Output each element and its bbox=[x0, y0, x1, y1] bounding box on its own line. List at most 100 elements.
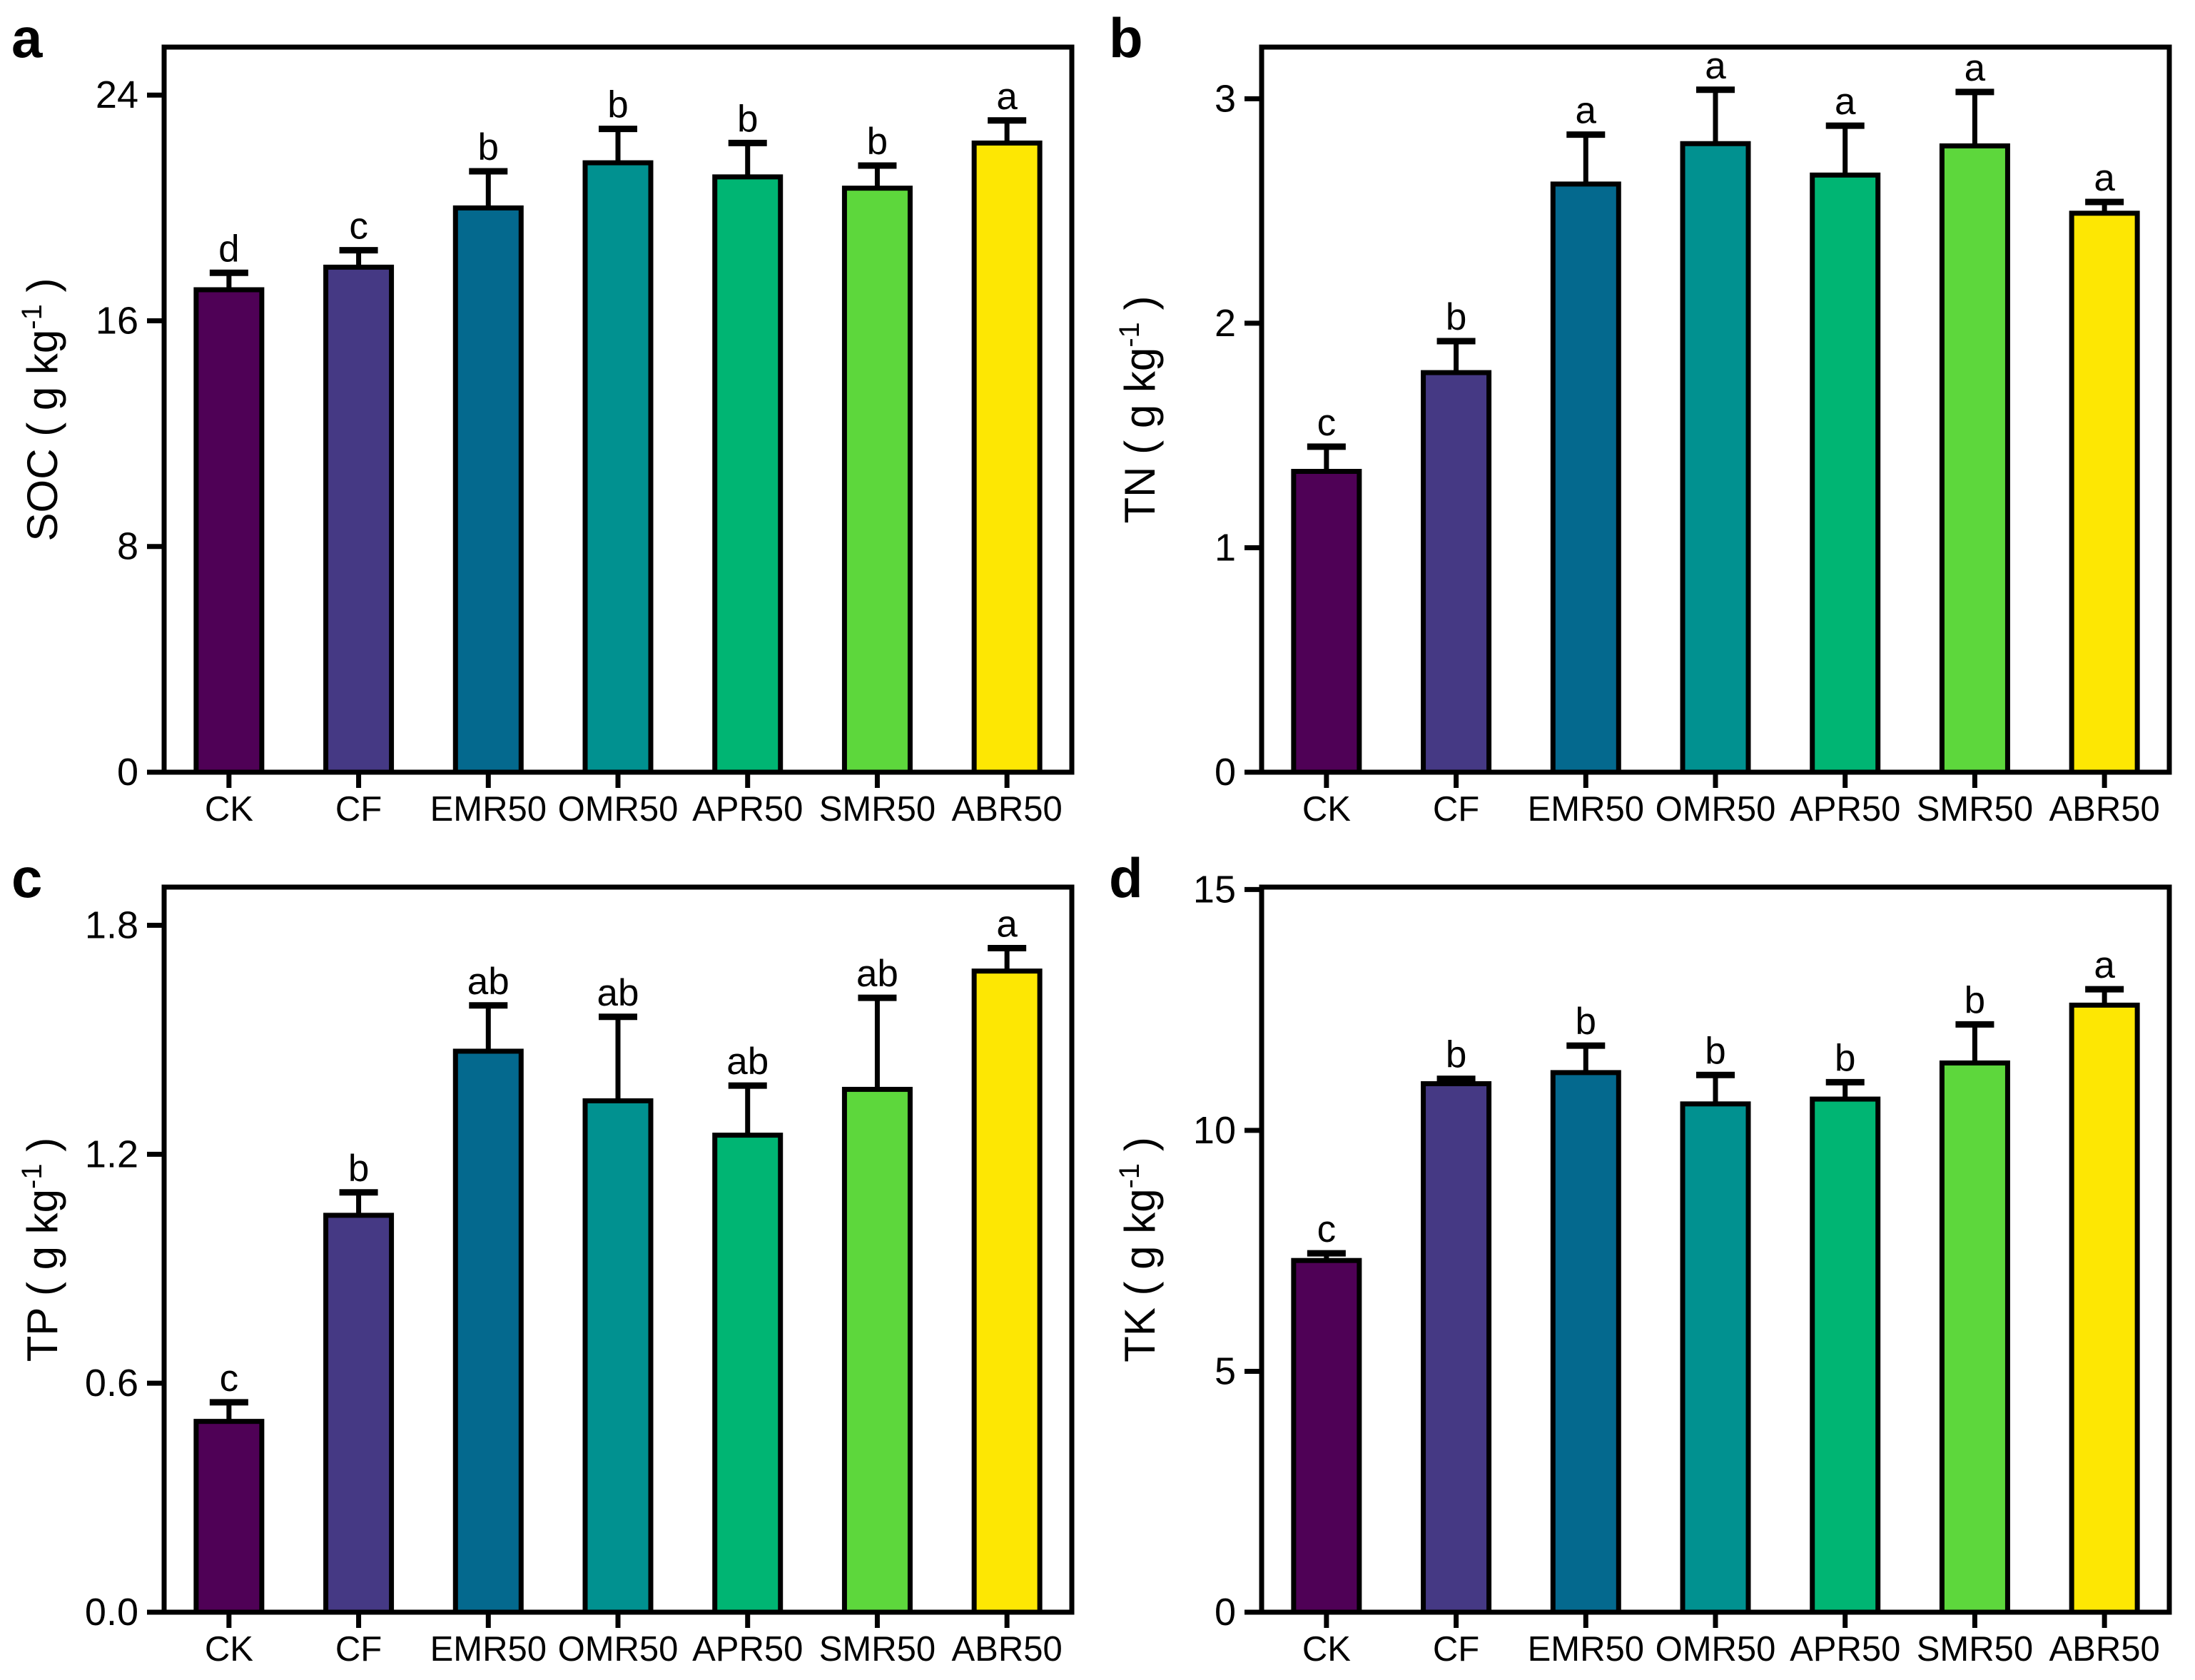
significance-letter: a bbox=[996, 76, 1018, 118]
significance-letter: b bbox=[1576, 1001, 1596, 1043]
x-category-label: CK bbox=[205, 1630, 253, 1669]
y-tick-label: 2 bbox=[1215, 302, 1236, 345]
plot-frame bbox=[1259, 44, 2172, 775]
panel-d-letter: d bbox=[1109, 846, 1143, 909]
x-category-label: CK bbox=[1302, 1630, 1351, 1669]
y-tick-label: 16 bbox=[96, 299, 138, 342]
bar-CK bbox=[193, 287, 265, 775]
significance-letter: a bbox=[996, 904, 1018, 946]
bar-OMR50 bbox=[582, 160, 654, 775]
x-category-label: EMR50 bbox=[1528, 790, 1644, 829]
y-tick-label: 8 bbox=[117, 525, 138, 568]
significance-letter: b bbox=[737, 98, 758, 140]
significance-letter: a bbox=[1576, 90, 1597, 132]
bar-SMR50 bbox=[841, 1086, 913, 1615]
significance-letter: c bbox=[1317, 1208, 1337, 1250]
x-category-label: OMR50 bbox=[558, 1630, 679, 1669]
y-tick-label: 24 bbox=[96, 74, 138, 116]
panel-a-letter: a bbox=[11, 6, 43, 69]
bar-OMR50 bbox=[582, 1098, 654, 1615]
significance-letter: a bbox=[2094, 157, 2115, 199]
y-tick-label: 1.2 bbox=[85, 1133, 138, 1175]
y-tick-label: 0.0 bbox=[85, 1591, 138, 1634]
bar-ABR50 bbox=[2069, 211, 2140, 775]
x-category-label: CF bbox=[1433, 1630, 1479, 1669]
significance-letter: b bbox=[348, 1148, 369, 1190]
significance-letter: a bbox=[1705, 45, 1726, 87]
significance-letter: ab bbox=[856, 953, 898, 995]
significance-letter: b bbox=[478, 126, 499, 168]
panel-a-chart: 0 8 16 24 d CK c CF b EMR50 b OMR50 b APR50 b SMR50 a ABR… bbox=[16, 44, 1075, 829]
bar-SMR50 bbox=[1939, 143, 2010, 775]
y-axis-title: TK ( g kg-1 ) bbox=[1114, 1137, 1164, 1362]
bar-CK bbox=[193, 1419, 265, 1615]
y-tick-label: 3 bbox=[1215, 77, 1236, 120]
significance-letter: a bbox=[2094, 944, 2115, 986]
y-tick-label: 0.6 bbox=[85, 1362, 138, 1405]
x-category-label: ABR50 bbox=[952, 1630, 1063, 1669]
bar-EMR50 bbox=[452, 205, 524, 775]
x-category-label: EMR50 bbox=[1528, 1630, 1644, 1669]
bar-EMR50 bbox=[452, 1048, 524, 1615]
bar-SMR50 bbox=[841, 186, 913, 775]
x-category-label: SMR50 bbox=[819, 790, 936, 829]
x-category-label: ABR50 bbox=[2049, 790, 2160, 829]
bar-EMR50 bbox=[1550, 1070, 1621, 1615]
x-category-label: CF bbox=[335, 1630, 382, 1669]
significance-letter: b bbox=[607, 84, 628, 126]
panel-a: a 0 8 16 24 d CK c CF b EMR50 b OMR50 b APR50 b SMR50 a A… bbox=[0, 0, 1098, 840]
x-category-label: CK bbox=[1302, 790, 1351, 829]
significance-letter: c bbox=[349, 206, 368, 248]
bar-CF bbox=[323, 1213, 395, 1615]
bar-ABR50 bbox=[2069, 1002, 2140, 1615]
x-category-label: OMR50 bbox=[558, 790, 679, 829]
bar-SMR50 bbox=[1939, 1060, 2010, 1615]
significance-letter: c bbox=[220, 1357, 239, 1400]
bar-CF bbox=[1421, 370, 1492, 775]
x-category-label: SMR50 bbox=[819, 1630, 936, 1669]
y-tick-label: 1.8 bbox=[85, 904, 138, 946]
bar-CK bbox=[1291, 1258, 1362, 1615]
y-tick-label: 0 bbox=[117, 751, 138, 794]
x-category-label: EMR50 bbox=[430, 790, 547, 829]
significance-letter: b bbox=[1705, 1030, 1725, 1072]
bar-ABR50 bbox=[971, 968, 1043, 1615]
significance-letter: a bbox=[1835, 81, 1856, 123]
x-category-label: SMR50 bbox=[1917, 1630, 2033, 1669]
y-tick-label: 0 bbox=[1215, 751, 1236, 794]
x-category-label: ABR50 bbox=[2049, 1630, 2160, 1669]
y-tick-label: 0 bbox=[1215, 1591, 1236, 1634]
bar-APR50 bbox=[712, 1133, 784, 1615]
x-category-label: ABR50 bbox=[952, 790, 1063, 829]
x-category-label: CF bbox=[1433, 790, 1479, 829]
x-category-label: SMR50 bbox=[1917, 790, 2033, 829]
panel-b-chart: 0 1 2 3 c CK b CF a EMR50 a OMR50 a APR50 a SMR50 a ABR50… bbox=[1114, 44, 2172, 829]
bar-CF bbox=[1421, 1081, 1492, 1615]
plot-frame bbox=[1259, 884, 2172, 1615]
x-category-label: APR50 bbox=[1790, 1630, 1900, 1669]
panel-c-letter: c bbox=[11, 846, 43, 909]
panel-c-chart: 0.0 0.6 1.2 1.8 c CK b CF ab EMR50 ab OMR50 ab APR50 a… bbox=[16, 884, 1075, 1669]
significance-letter: ab bbox=[597, 972, 639, 1014]
x-category-label: OMR50 bbox=[1656, 790, 1776, 829]
x-category-label: CF bbox=[335, 790, 382, 829]
significance-letter: a bbox=[1965, 47, 1986, 89]
plot-frame bbox=[161, 44, 1075, 775]
panel-b-letter: b bbox=[1109, 6, 1143, 69]
panel-c: c 0.0 0.6 1.2 1.8 c CK b CF ab EMR50 ab OMR50 ab APR5… bbox=[0, 840, 1098, 1680]
plot-frame bbox=[161, 884, 1075, 1615]
y-tick-label: 15 bbox=[1193, 868, 1236, 911]
bar-APR50 bbox=[712, 174, 784, 775]
y-axis-title: TN ( g kg-1 ) bbox=[1114, 296, 1164, 524]
x-category-label: OMR50 bbox=[1656, 1630, 1776, 1669]
y-tick-label: 10 bbox=[1193, 1109, 1236, 1152]
significance-letter: ab bbox=[467, 961, 510, 1003]
panel-d-chart: 0 5 10 15 c CK b CF b EMR50 b OMR50 b APR50 b SMR50 a ABR… bbox=[1114, 868, 2172, 1669]
bar-APR50 bbox=[1810, 1096, 1881, 1615]
x-category-label: APR50 bbox=[1790, 790, 1900, 829]
y-tick-label: 5 bbox=[1215, 1350, 1236, 1392]
significance-letter: b bbox=[1446, 296, 1466, 338]
x-category-label: EMR50 bbox=[430, 1630, 547, 1669]
significance-letter: d bbox=[218, 228, 239, 270]
x-category-label: APR50 bbox=[692, 790, 803, 829]
